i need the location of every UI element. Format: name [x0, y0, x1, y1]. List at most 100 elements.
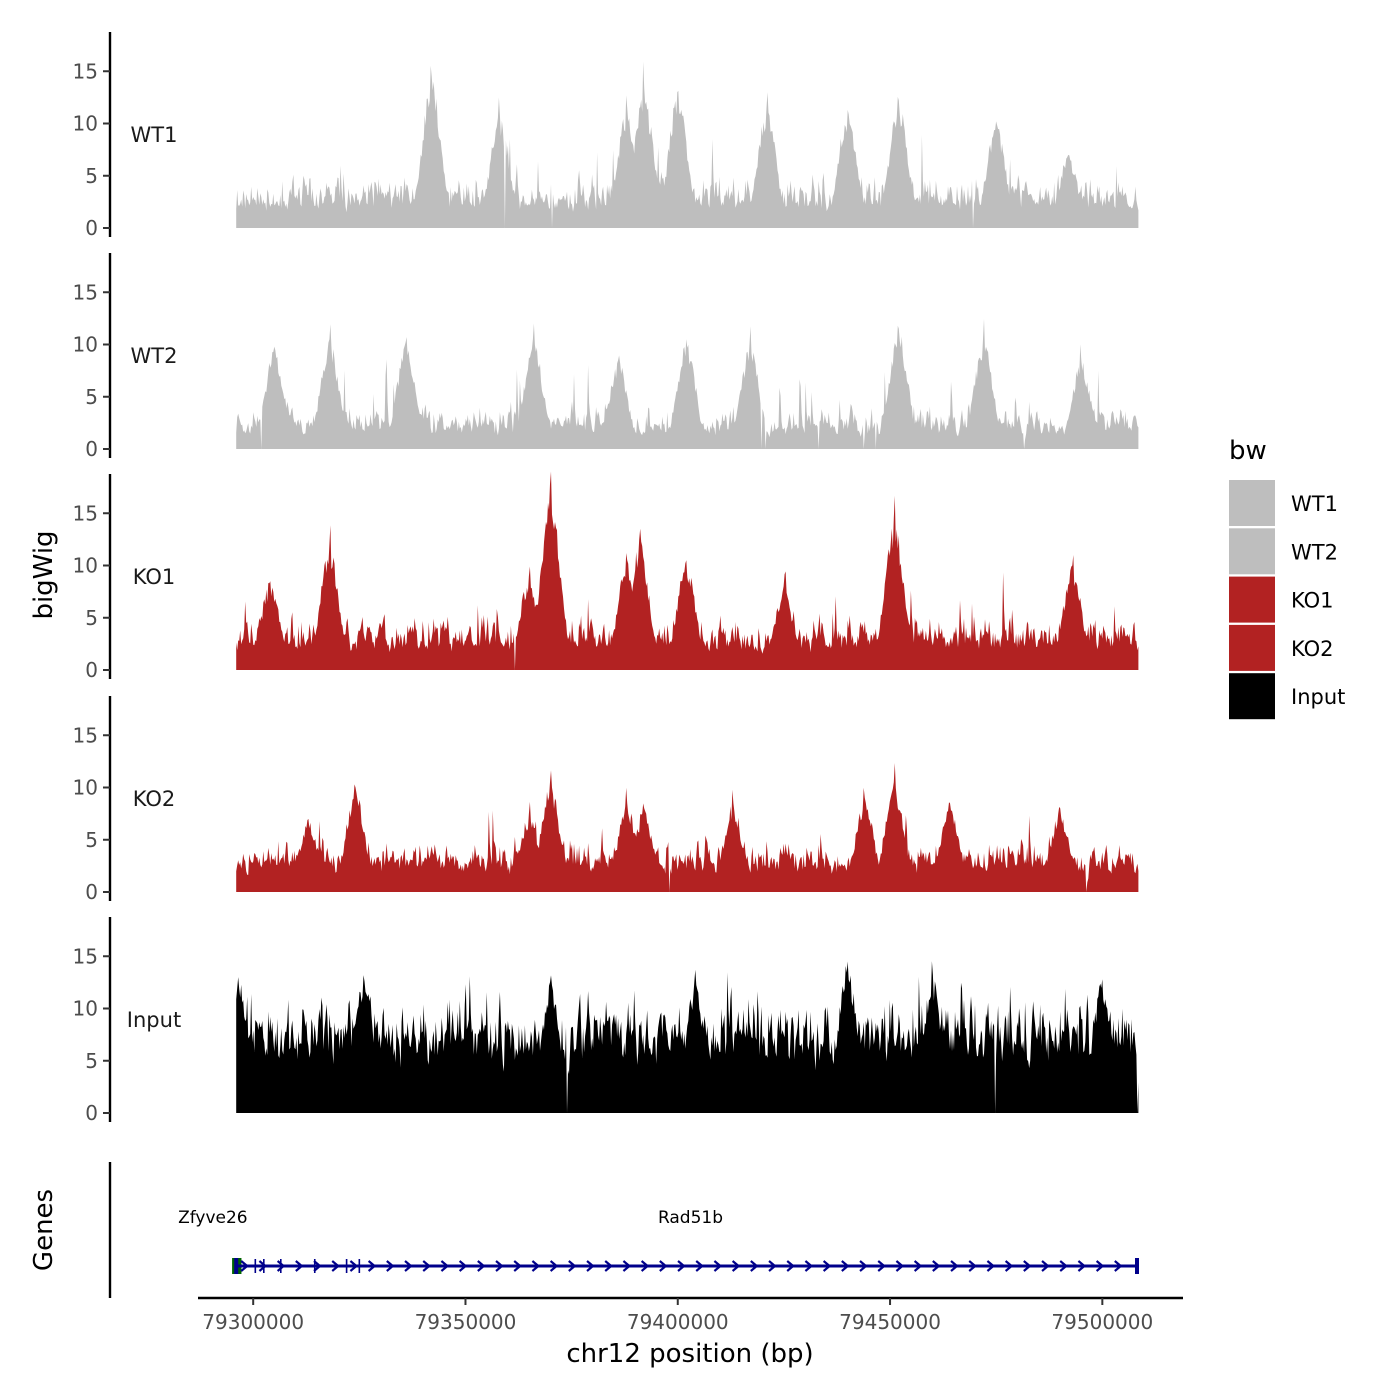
- track-label: Input: [127, 1008, 181, 1032]
- strand-arrow: [968, 1260, 977, 1272]
- track-label: WT1: [131, 123, 178, 147]
- x-tick-label: 79350000: [415, 1310, 517, 1334]
- coverage-area-ko2: [236, 763, 1139, 892]
- legend-swatch: [1229, 480, 1275, 526]
- y-tick-label: 15: [73, 501, 98, 525]
- strand-arrow: [677, 1260, 686, 1272]
- strand-arrow: [877, 1260, 886, 1272]
- y-axis-title: bigWig: [29, 530, 59, 619]
- y-tick-label: 0: [85, 880, 98, 904]
- legend-swatch: [1229, 576, 1275, 623]
- y-tick-label: 10: [73, 776, 98, 800]
- gene-label: Rad51b: [658, 1208, 723, 1228]
- strand-arrow: [276, 1260, 286, 1272]
- strand-arrow: [349, 1260, 359, 1272]
- strand-arrow: [331, 1260, 340, 1272]
- coverage-area-ko1: [236, 471, 1139, 670]
- strand-arrow: [786, 1260, 795, 1272]
- legend-label: WT2: [1291, 540, 1338, 564]
- gene-track: Zfyve26 Rad51b: [108, 1162, 1139, 1298]
- y-tick-label: 5: [85, 606, 98, 630]
- gene-rad51b: Rad51b: [234, 1208, 1139, 1274]
- strand-arrow: [495, 1260, 504, 1272]
- strand-arrow: [895, 1260, 905, 1272]
- strand-arrow: [713, 1260, 723, 1272]
- y-tick-label: 15: [73, 944, 98, 968]
- y-tick-label: 0: [85, 437, 98, 461]
- strand-arrow: [295, 1260, 304, 1272]
- genes-track-title: Genes: [29, 1189, 59, 1271]
- strand-arrow: [240, 1260, 249, 1272]
- legend-item: KO1: [1229, 576, 1334, 623]
- strand-arrow: [422, 1260, 431, 1272]
- legend-label: KO1: [1291, 589, 1334, 613]
- y-tick-label: 0: [85, 216, 98, 240]
- gene-exon: [232, 1258, 237, 1274]
- legend-swatch: [1229, 673, 1275, 720]
- legend: bw WT1 WT2 KO1 KO2 Input: [1229, 436, 1345, 720]
- strand-arrow: [568, 1260, 577, 1272]
- panel-ko2: 0 5 10 15 KO2: [73, 696, 1139, 904]
- y-tick-label: 10: [73, 112, 98, 136]
- legend-item: WT1: [1229, 480, 1338, 526]
- strand-arrow: [404, 1260, 413, 1272]
- legend-swatch: [1229, 528, 1275, 575]
- strand-arrow: [1095, 1260, 1105, 1272]
- y-tick-label: 10: [73, 333, 98, 357]
- legend-label: KO2: [1291, 637, 1334, 661]
- strand-arrow: [604, 1260, 613, 1272]
- y-tick-label: 5: [85, 385, 98, 409]
- coverage-area-wt2: [236, 318, 1139, 449]
- strand-arrow: [477, 1260, 486, 1272]
- gene-label: Zfyve26: [178, 1208, 248, 1228]
- x-tick-label: 79500000: [1051, 1310, 1153, 1334]
- coverage-area-input: [236, 961, 1139, 1113]
- strand-arrow: [1114, 1260, 1123, 1272]
- gene-exon: [254, 1259, 257, 1273]
- strand-arrow: [1023, 1260, 1032, 1272]
- legend-title: bw: [1229, 436, 1267, 466]
- x-axis-title: chr12 position (bp): [566, 1339, 813, 1369]
- legend-item: WT2: [1229, 528, 1338, 575]
- track-label: KO1: [133, 565, 176, 589]
- strand-arrow: [1077, 1260, 1087, 1272]
- strand-arrow: [986, 1260, 996, 1272]
- y-tick-label: 15: [73, 723, 98, 747]
- legend-label: Input: [1291, 685, 1345, 709]
- strand-arrow: [695, 1260, 704, 1272]
- y-tick-label: 10: [73, 554, 98, 578]
- strand-arrow: [659, 1260, 668, 1272]
- gene-exon: [313, 1259, 316, 1273]
- strand-arrow: [367, 1260, 377, 1272]
- y-tick-label: 0: [85, 658, 98, 682]
- gene-exon: [1134, 1258, 1139, 1274]
- panel-ko1: 0 5 10 15 KO1: [73, 471, 1139, 682]
- strand-arrow: [586, 1260, 595, 1272]
- x-tick-label: 79300000: [202, 1310, 304, 1334]
- y-tick-label: 15: [73, 280, 98, 304]
- strand-arrow: [513, 1260, 522, 1272]
- coverage-area-wt1: [236, 61, 1139, 228]
- legend-swatch: [1229, 624, 1275, 671]
- strand-arrow: [768, 1260, 777, 1272]
- gene-exon: [358, 1259, 361, 1273]
- strand-arrow: [440, 1260, 450, 1272]
- gene-exon: [234, 1258, 239, 1274]
- y-tick-label: 10: [73, 997, 98, 1021]
- track-label: WT2: [131, 344, 178, 368]
- strand-arrow: [804, 1260, 814, 1272]
- strand-arrow: [950, 1260, 959, 1272]
- gene-exon: [279, 1259, 282, 1273]
- x-tick-label: 79450000: [839, 1310, 941, 1334]
- strand-arrow: [859, 1260, 868, 1272]
- strand-arrow: [913, 1260, 923, 1272]
- coverage-panels: 0 5 10 15 WT1 0 5 10 15 WT2 0 5 10 15 KO1 0 5 10 15 KO2 0 5 10…: [73, 32, 1139, 1125]
- strand-arrow: [258, 1260, 268, 1272]
- track-label: KO2: [133, 787, 176, 811]
- panel-wt1: 0 5 10 15 WT1: [73, 32, 1139, 240]
- strand-arrow: [458, 1260, 468, 1272]
- strand-arrow: [386, 1260, 395, 1272]
- strand-arrow: [822, 1260, 832, 1272]
